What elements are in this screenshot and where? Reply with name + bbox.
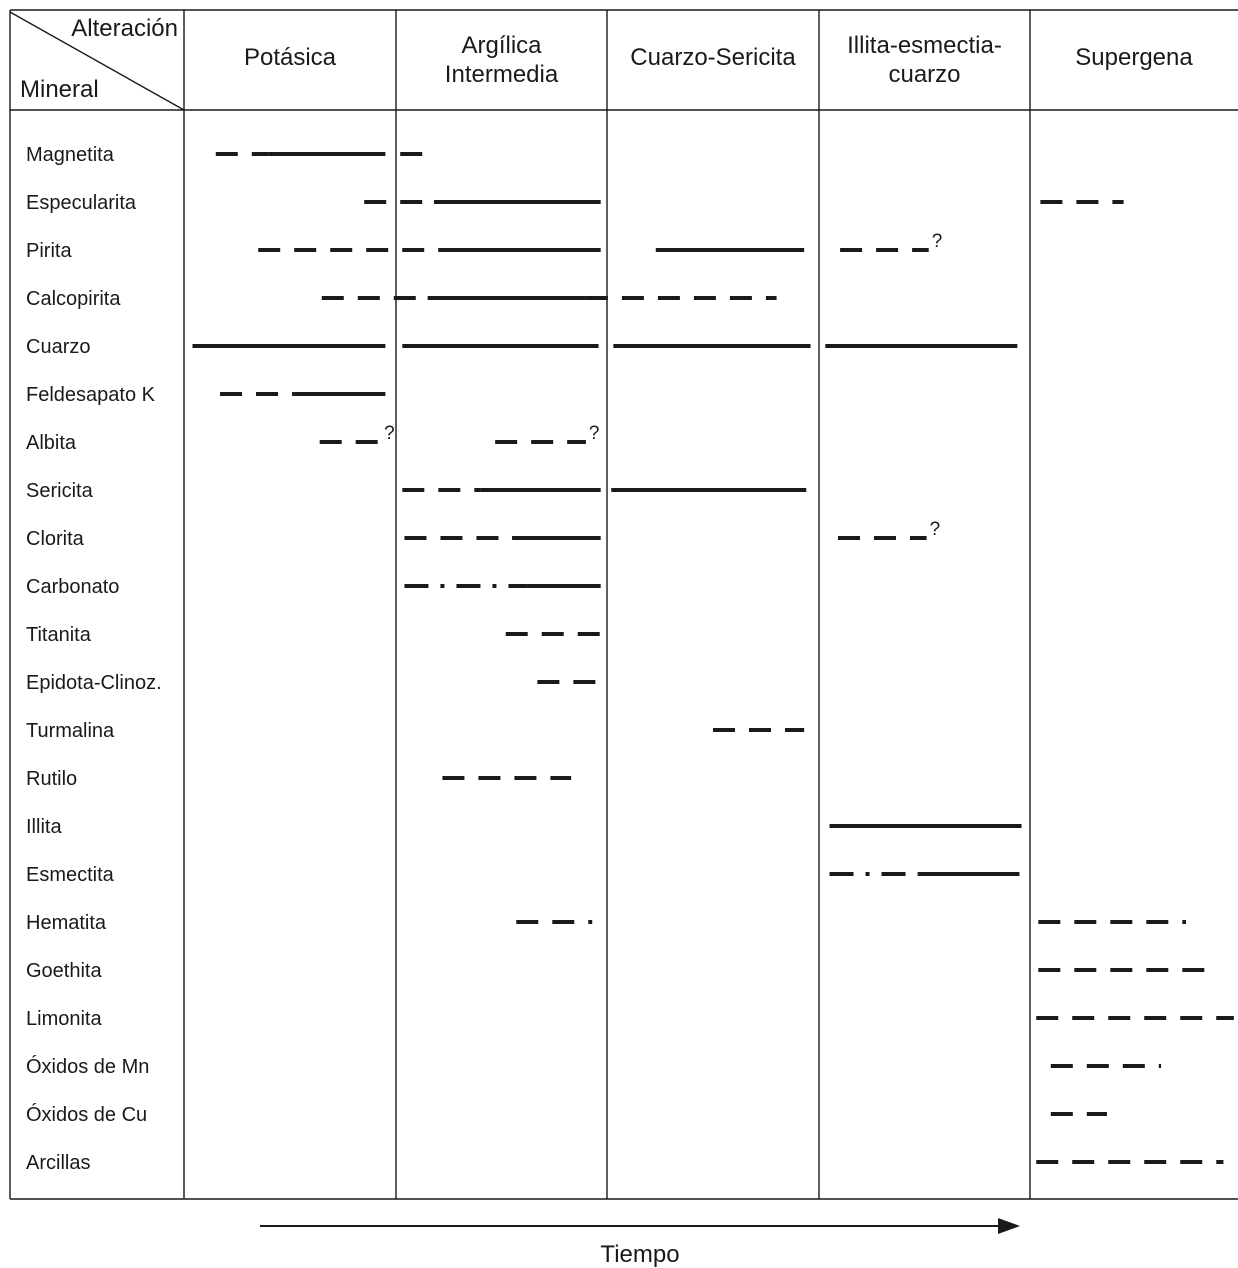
mineral-label-limonita: Limonita: [26, 1008, 102, 1030]
mineral-label-esmectita: Esmectita: [26, 864, 115, 886]
mineral-label-feldesapato-k: Feldesapato K: [26, 384, 156, 406]
mineral-row-labels: Magnetita Especularita Pirita Calcopirita Cu…: [26, 144, 162, 1174]
mineral-label-arcillas: Arcillas: [26, 1152, 90, 1174]
time-arrow-head: [998, 1218, 1020, 1234]
time-axis: Tiempo: [260, 1218, 1020, 1268]
mineral-label-titanita: Titanita: [26, 624, 92, 646]
mineral-label-magnetita: Magnetita: [26, 144, 115, 166]
column-header-illita-esmectia-cuarzo: Illita-esmectia-: [847, 32, 1002, 59]
mineral-range-lines: ????: [192, 152, 1234, 1164]
uncertain-marker-clorita: ?: [930, 519, 941, 540]
column-header-supergena: Supergena: [1075, 44, 1193, 71]
mineral-label-oxidos-de-mn: Óxidos de Mn: [26, 1055, 149, 1078]
mineral-label-albita: Albita: [26, 432, 77, 454]
column-header-potasica: Potásica: [244, 44, 337, 71]
mineral-label-carbonato: Carbonato: [26, 576, 119, 598]
corner-mineral-label: Mineral: [20, 76, 99, 103]
mineral-label-epidota-clinoz: Epidota-Clinoz.: [26, 672, 162, 694]
column-header-argilica-intermedia: Argílica: [461, 32, 542, 59]
mineral-label-goethita: Goethita: [26, 960, 102, 982]
uncertain-marker-pirita: ?: [932, 231, 943, 252]
mineral-label-turmalina: Turmalina: [26, 720, 115, 742]
mineral-label-rutilo: Rutilo: [26, 768, 77, 790]
table-grid: [9, 9, 1238, 1200]
time-label: Tiempo: [600, 1241, 679, 1268]
mineral-label-oxidos-de-cu: Óxidos de Cu: [26, 1103, 147, 1126]
mineral-label-sericita: Sericita: [26, 480, 94, 502]
corner-diagonal-line: [9, 11, 185, 111]
uncertain-marker-albita: ?: [589, 423, 600, 444]
column-header-illita-esmectia-cuarzo: cuarzo: [888, 61, 960, 88]
mineral-label-illita: Illita: [26, 816, 62, 838]
column-header-argilica-intermedia: Intermedia: [445, 61, 559, 88]
mineral-label-cuarzo: Cuarzo: [26, 336, 90, 358]
mineral-label-especularita: Especularita: [26, 192, 137, 214]
column-header-cuarzo-sericita: Cuarzo-Sericita: [630, 44, 796, 71]
mineral-label-pirita: Pirita: [26, 240, 72, 262]
mineral-label-hematita: Hematita: [26, 912, 107, 934]
uncertain-marker-albita: ?: [384, 423, 395, 444]
mineral-label-calcopirita: Calcopirita: [26, 288, 121, 310]
mineral-label-clorita: Clorita: [26, 528, 85, 550]
corner-alteration-label: Alteración: [71, 15, 178, 42]
header-corner-cell: Alteración Mineral: [9, 11, 185, 111]
